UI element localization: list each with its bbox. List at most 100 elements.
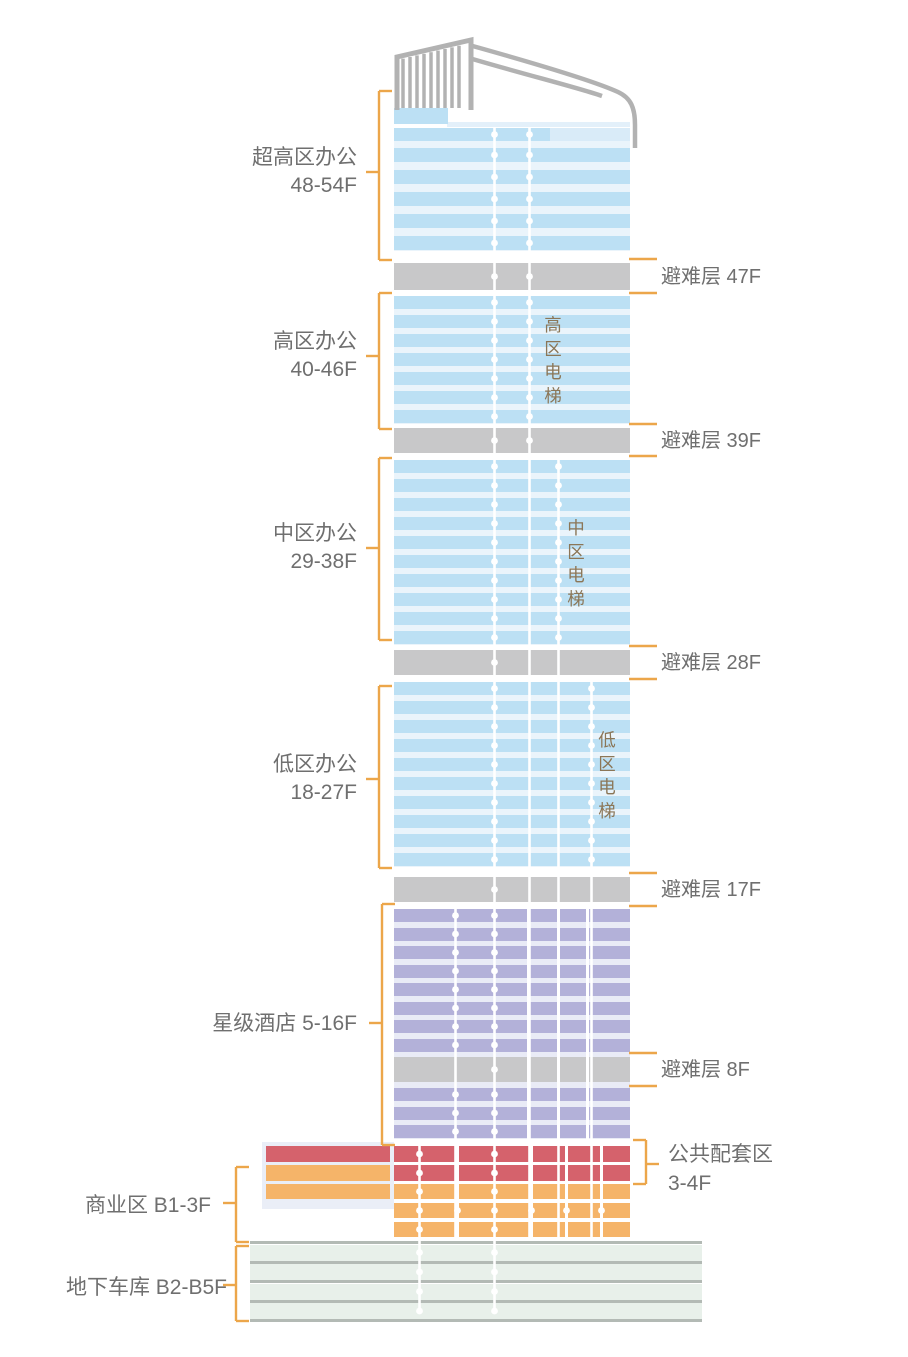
podium-row-1f xyxy=(394,1203,630,1218)
refuge-band-17f xyxy=(394,877,630,902)
podium-divider xyxy=(600,1143,603,1239)
elevator-caption-char: 梯 xyxy=(598,800,616,821)
refuge-band-47f xyxy=(394,263,630,290)
podium-row-b1 xyxy=(394,1222,630,1237)
floor-band-high xyxy=(394,296,630,309)
basement-level xyxy=(250,1283,702,1300)
floor-band-low xyxy=(394,720,630,733)
label-mid-office-range: 29-38F xyxy=(290,550,357,573)
refuge-band-8f xyxy=(394,1057,630,1082)
floor-band-low xyxy=(394,815,630,828)
label-ultra-office-range: 48-54F xyxy=(290,174,357,197)
floor-band-ultra xyxy=(394,192,630,206)
elevator-caption-char: 高 xyxy=(544,315,562,335)
floor-band-hotel xyxy=(394,1001,630,1015)
floor-band-53f xyxy=(394,128,550,141)
podium-row-2f xyxy=(394,1184,630,1199)
label-refuge-47: 避难层 47F xyxy=(661,266,762,288)
floor-band-54f-partial xyxy=(394,108,448,124)
floor-band-hotel xyxy=(394,964,630,978)
floor-band-low xyxy=(394,853,630,866)
floor-band-mid xyxy=(394,460,630,473)
basement-slab-line xyxy=(250,1260,702,1264)
floor-band-ultra xyxy=(394,214,630,228)
floor-band-low xyxy=(394,777,630,790)
label-ultra-office-name: 超高区办公 xyxy=(252,146,357,169)
floor-band-low xyxy=(394,796,630,809)
floor-band-high xyxy=(394,315,630,328)
basement-level xyxy=(250,1303,702,1319)
floor-band-hotel xyxy=(394,1020,630,1033)
label-commerce: 商业区 B1-3F xyxy=(84,1194,211,1217)
label-amenity-name: 公共配套区 xyxy=(668,1143,773,1166)
floor-band-high xyxy=(394,410,630,423)
floor-band-mid xyxy=(394,536,630,549)
floor-band-high xyxy=(394,353,630,366)
floor-band-low xyxy=(394,758,630,771)
elevator-caption-char: 区 xyxy=(544,338,562,359)
basement-slab-line xyxy=(250,1241,702,1244)
elevator-caption-char: 区 xyxy=(567,541,585,562)
podium-wing-row-3f xyxy=(266,1165,390,1181)
floor-band-hotel xyxy=(394,909,630,922)
crown-swoosh-inner xyxy=(468,55,603,99)
elevator-caption-char: 梯 xyxy=(567,588,585,609)
floor-band-mid xyxy=(394,574,630,587)
label-low-elevator: 低区电梯 xyxy=(595,729,619,823)
podium-row-4f xyxy=(394,1146,630,1162)
label-high-office: 高区办公 40-46F xyxy=(117,328,357,384)
basement-slab-line xyxy=(250,1299,702,1303)
hotel-divider xyxy=(527,906,530,1140)
elevator-caption-char: 中 xyxy=(567,518,585,538)
floor-band-low xyxy=(394,834,630,847)
podium-wing-row-2f xyxy=(266,1184,390,1199)
floor-band-ultra xyxy=(394,170,630,184)
label-mid-elevator: 中区电梯 xyxy=(564,517,588,611)
floor-band-hotel xyxy=(394,946,630,959)
refuge-band-28f xyxy=(394,650,630,675)
floor-band-mid xyxy=(394,479,630,492)
elevator-caption-char: 低 xyxy=(598,730,616,750)
label-high-elevator: 高区电梯 xyxy=(541,314,565,408)
label-mid-office-name: 中区办公 xyxy=(273,522,357,545)
floor-band-low xyxy=(394,701,630,714)
floor-band-high xyxy=(394,334,630,347)
label-refuge-39: 避难层 39F xyxy=(661,430,762,452)
basement-slab-line xyxy=(250,1280,702,1283)
label-parking: 地下车库 B2-B5F xyxy=(65,1276,227,1299)
floor-band-ultra xyxy=(394,236,630,250)
floor-band-53f-pale xyxy=(550,128,630,141)
label-low-office-name: 低区办公 xyxy=(273,753,357,776)
basement-level xyxy=(250,1244,702,1261)
label-refuge-17: 避难层 17F xyxy=(661,879,762,901)
floor-band-hotel xyxy=(394,983,630,996)
zone-background-ultra xyxy=(394,128,630,251)
elevator-caption-char: 电 xyxy=(567,565,585,585)
elevator-caption-char: 梯 xyxy=(544,385,562,406)
floor-band-ultra xyxy=(394,148,630,162)
refuge-band-39f xyxy=(394,428,630,453)
floor-band-hotel xyxy=(394,1125,630,1138)
floor-band-mid xyxy=(394,517,630,530)
floor-band-low xyxy=(394,739,630,752)
floor-band-hotel xyxy=(394,927,630,941)
hotel-divider xyxy=(557,906,560,1140)
label-mid-office: 中区办公 29-38F xyxy=(117,520,357,576)
podium-row-3f xyxy=(394,1165,630,1181)
label-ultra-office: 超高区办公 48-54F xyxy=(117,144,357,200)
floor-band-hotel xyxy=(394,1088,630,1101)
crown-grille-frame xyxy=(394,36,474,110)
floor-band-high xyxy=(394,391,630,404)
label-high-office-range: 40-46F xyxy=(290,358,357,381)
elevator-caption-char: 电 xyxy=(598,777,616,797)
label-amenity-range: 3-4F xyxy=(668,1172,712,1195)
label-hotel: 星级酒店 5-16F xyxy=(212,1012,357,1035)
label-refuge-28: 避难层 28F xyxy=(661,652,762,674)
crown-base-strip xyxy=(447,122,630,127)
floor-band-mid xyxy=(394,631,630,644)
label-low-office: 低区办公 18-27F xyxy=(117,751,357,807)
basement-slab-line xyxy=(250,1319,702,1322)
hotel-divider xyxy=(586,906,589,1140)
floor-band-high xyxy=(394,372,630,385)
